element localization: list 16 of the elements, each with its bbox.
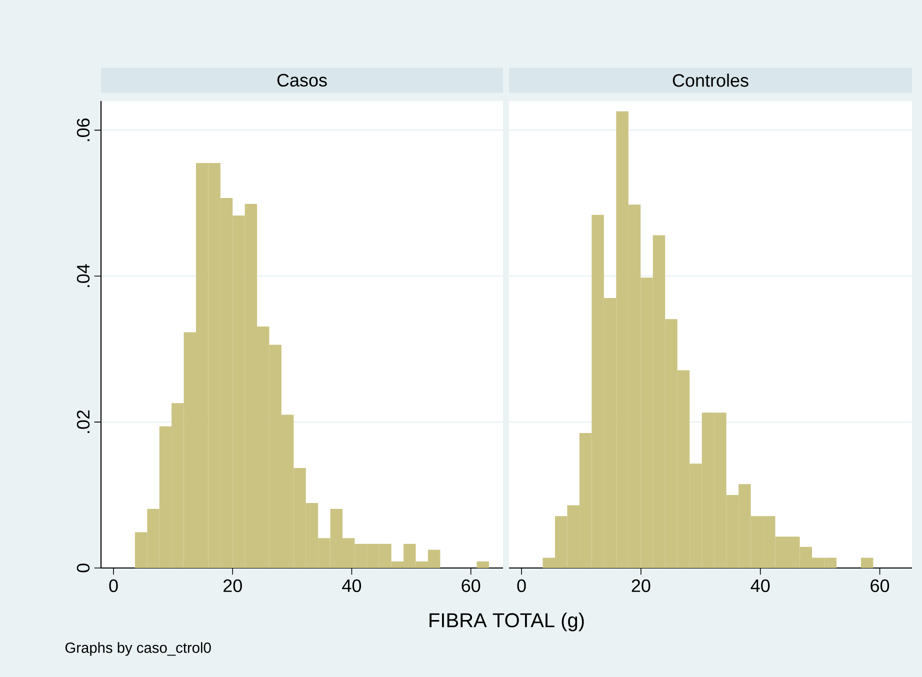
x-tick-label: 20 <box>632 579 650 592</box>
x-tick-label: 60 <box>870 579 890 592</box>
y-tick-label: .06 <box>76 118 90 142</box>
x-tick-label: 40 <box>750 579 770 592</box>
x-axis-title: FIBRA TOTAL (g) <box>430 612 584 632</box>
y-tick-label: 0 <box>76 564 90 572</box>
x-tick-label: 0 <box>109 579 118 592</box>
x-tick-label: 40 <box>342 579 362 592</box>
text: Graphs by caso_ctrol0 <box>65 642 211 656</box>
chart-title: Casos <box>277 74 327 87</box>
y-tick-label: .04 <box>76 264 90 287</box>
x-tick-label: 60 <box>462 579 480 592</box>
chart-title: Controles <box>672 74 748 87</box>
x-tick-label: 0 <box>517 579 526 592</box>
y-tick-label: .02 <box>76 410 90 433</box>
x-tick-label: 20 <box>224 579 242 592</box>
